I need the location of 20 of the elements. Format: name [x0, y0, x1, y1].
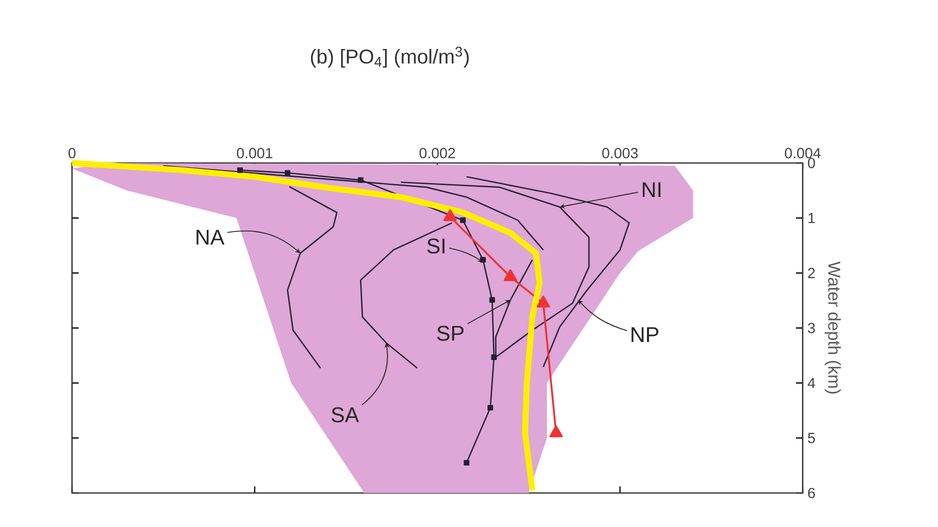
annotation: SI	[427, 238, 444, 254]
x-tick-label: 0.003	[602, 148, 638, 158]
annotation: NI	[642, 182, 660, 198]
chart-title: (b) [PO$_{4}$] (mol/m$^{3}$)	[310, 46, 469, 68]
y-tick-label: 0	[808, 158, 815, 168]
y-axis-title: Water depth (km)	[824, 261, 841, 394]
x-tick-label: 0.004	[784, 148, 821, 158]
x-tick-label: 0.002	[420, 148, 455, 158]
y-tick-label: 5	[808, 432, 815, 444]
y-tick-label: 4	[808, 378, 816, 388]
y-tick-label: 1	[808, 212, 815, 224]
y-tick-label: 6	[808, 488, 815, 498]
y-tick-label: 2	[808, 268, 815, 278]
annotation: SA	[332, 407, 360, 422]
x-tick-label: 0.001	[236, 148, 272, 158]
x-tick-label: 0	[68, 148, 76, 158]
y-tick-label: 3	[808, 322, 815, 334]
annotation: SP	[437, 326, 464, 341]
annotation: NP	[632, 327, 658, 342]
annotation: NA	[196, 230, 224, 245]
